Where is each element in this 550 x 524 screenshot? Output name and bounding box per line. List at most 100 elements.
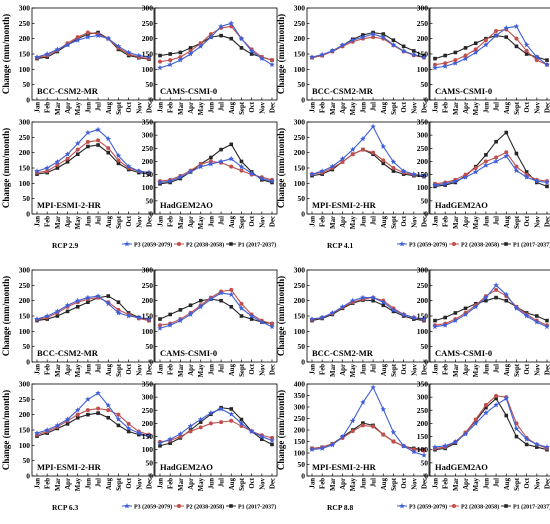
x-tick-label: Nov bbox=[136, 101, 143, 113]
data-point-P2 bbox=[188, 429, 193, 434]
data-point-P2 bbox=[494, 287, 499, 292]
x-tick-label: May bbox=[473, 477, 480, 491]
series-line-P3 bbox=[159, 158, 273, 184]
y-tick-label: 300 bbox=[294, 266, 306, 275]
data-point-P2 bbox=[229, 287, 234, 292]
panel-frame bbox=[306, 121, 430, 215]
data-point-P1 bbox=[443, 315, 447, 320]
legend-entry: P1 (2017-2037) bbox=[238, 504, 276, 511]
data-point-P3 bbox=[146, 433, 152, 439]
data-point-P2 bbox=[106, 408, 111, 413]
x-tick-label: Jan bbox=[158, 216, 165, 227]
series-line-P3 bbox=[36, 35, 150, 58]
y-tick-label: 250 bbox=[142, 19, 154, 28]
data-point-P3 bbox=[85, 294, 91, 301]
x-tick-label: Oct bbox=[524, 363, 531, 374]
data-point-P1 bbox=[391, 309, 396, 314]
y-axis-label: Change (mm/month) bbox=[276, 128, 286, 208]
y-tick-label: 250 bbox=[417, 144, 429, 153]
data-point-P3 bbox=[533, 178, 540, 184]
chart-panel: 0 50 100 150 200 250 300 Jan Feb Mar Apr May Jun Jul A… bbox=[417, 4, 550, 115]
series-line-P3 bbox=[36, 295, 150, 320]
data-point-P3 bbox=[95, 390, 101, 396]
data-point-P3 bbox=[177, 57, 184, 63]
series-line-P3 bbox=[159, 22, 273, 69]
legend-entry: P3 (2059-2079) bbox=[409, 504, 447, 511]
panel-title: HadGEM2AO bbox=[435, 462, 488, 472]
data-point-P3 bbox=[329, 309, 336, 316]
data-point-P3 bbox=[54, 158, 61, 165]
data-point-P2 bbox=[208, 32, 213, 37]
x-tick-label: Feb bbox=[320, 216, 327, 227]
panel-title: BCC-CSM2-MR bbox=[37, 348, 99, 358]
data-point-P3 bbox=[390, 41, 397, 48]
x-tick-label: Jul bbox=[96, 102, 103, 111]
y-tick-label: 300 bbox=[294, 4, 306, 13]
x-tick-label: Feb bbox=[168, 478, 175, 489]
data-point-P3 bbox=[44, 51, 51, 57]
data-point-P3 bbox=[493, 158, 499, 164]
x-tick-label: Jun bbox=[85, 364, 92, 375]
x-tick-label: Jul bbox=[371, 102, 378, 111]
x-tick-label: Oct bbox=[249, 477, 256, 488]
data-point-P3 bbox=[533, 441, 540, 447]
data-point-P3 bbox=[187, 423, 194, 429]
y-tick-label: 200 bbox=[294, 426, 306, 435]
data-point-P1 bbox=[453, 50, 458, 55]
y-tick-label: 300 bbox=[142, 266, 154, 275]
data-point-P3 bbox=[400, 311, 407, 317]
data-point-P1 bbox=[158, 53, 162, 58]
data-point-P2 bbox=[208, 421, 213, 426]
x-tick-label: Nov bbox=[136, 363, 143, 375]
y-tick-label: 50 bbox=[298, 342, 306, 351]
data-point-P1 bbox=[249, 317, 254, 321]
x-tick-label: Feb bbox=[45, 102, 52, 113]
chart-panel: 0 50 100 150 200 250 300 Jan Feb Mar Apr May Jun Jul A… bbox=[19, 4, 155, 115]
x-tick-label: Feb bbox=[168, 364, 175, 375]
x-tick-label: Apr bbox=[463, 216, 470, 228]
data-point-P3 bbox=[167, 178, 174, 184]
x-tick-label: Mar bbox=[55, 216, 62, 229]
data-point-P2 bbox=[116, 412, 121, 417]
data-point-P1 bbox=[361, 421, 365, 425]
x-tick-label: Dec bbox=[270, 102, 277, 113]
y-tick-label: 350 bbox=[417, 380, 429, 389]
data-point-P2 bbox=[75, 412, 80, 417]
data-point-P3 bbox=[187, 168, 194, 175]
data-point-P1 bbox=[535, 314, 539, 318]
x-tick-label: Jul bbox=[371, 216, 378, 225]
data-point-P1 bbox=[75, 305, 80, 309]
x-tick-label: Sept bbox=[391, 363, 398, 377]
data-point-P2 bbox=[371, 424, 376, 429]
x-tick-label: Apr bbox=[463, 102, 470, 114]
data-point-P3 bbox=[483, 162, 489, 168]
data-point-P3 bbox=[462, 311, 469, 317]
x-tick-label: Jun bbox=[208, 216, 215, 227]
series-line-P3 bbox=[434, 284, 548, 328]
data-point-P2 bbox=[514, 164, 519, 169]
panel-title: BCC-CSM2-MR bbox=[37, 86, 99, 96]
data-point-P3 bbox=[44, 165, 51, 171]
data-point-P3 bbox=[349, 146, 356, 153]
data-point-P3 bbox=[513, 425, 520, 432]
data-point-P3 bbox=[390, 429, 397, 435]
y-tick-label: 0 bbox=[149, 96, 153, 105]
data-point-P3 bbox=[513, 305, 520, 311]
data-point-P1 bbox=[198, 298, 203, 303]
data-point-P1 bbox=[239, 417, 244, 422]
x-tick-label: Dec bbox=[422, 364, 429, 375]
data-point-P3 bbox=[544, 444, 550, 450]
scenario-label: RCP 4.1 bbox=[327, 241, 354, 250]
data-point-P3 bbox=[157, 179, 163, 185]
data-point-P2 bbox=[473, 47, 478, 52]
legend-marker bbox=[177, 242, 181, 246]
y-tick-label: 200 bbox=[142, 296, 154, 305]
data-point-P1 bbox=[229, 142, 234, 147]
panel-title: MPI-ESMI-2-HR bbox=[37, 200, 102, 210]
data-point-P3 bbox=[157, 440, 163, 446]
y-tick-label: 150 bbox=[294, 164, 306, 173]
x-tick-label: Oct bbox=[401, 477, 408, 488]
x-tick-label: Nov bbox=[136, 477, 143, 489]
x-tick-label: Jan bbox=[433, 102, 440, 113]
data-point-P3 bbox=[238, 420, 245, 426]
